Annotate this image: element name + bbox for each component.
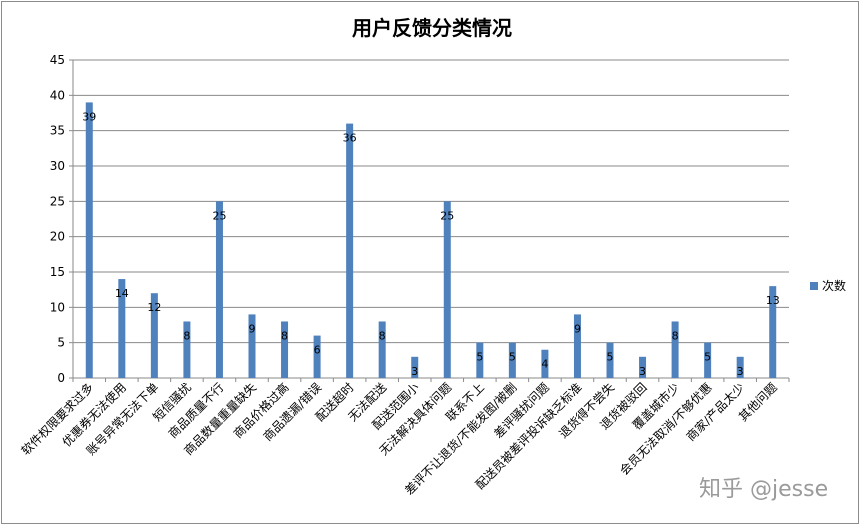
data-label: 36: [343, 132, 357, 145]
y-tick-label: 5: [57, 336, 65, 350]
data-label: 5: [476, 351, 483, 364]
bar: [183, 321, 191, 378]
bar: [541, 349, 549, 378]
data-label: 6: [314, 344, 321, 357]
data-label: 39: [82, 110, 96, 123]
y-tick-label: 45: [50, 53, 65, 67]
data-label: 5: [509, 351, 516, 364]
data-label: 5: [704, 351, 711, 364]
bar: [411, 356, 419, 378]
data-label: 8: [379, 329, 386, 342]
bar: [573, 314, 581, 378]
bar: [248, 314, 256, 378]
data-label: 4: [541, 358, 548, 371]
bar: [736, 356, 744, 378]
data-label: 14: [115, 287, 129, 300]
bar: [215, 201, 223, 378]
bar: [476, 342, 484, 378]
y-tick-label: 10: [50, 300, 65, 314]
bar: [508, 342, 516, 378]
data-label: 25: [440, 209, 454, 222]
legend-label: 次数: [822, 278, 846, 293]
data-label: 9: [249, 322, 256, 335]
bar: [378, 321, 386, 378]
data-label: 12: [147, 301, 161, 314]
y-tick-label: 25: [50, 194, 65, 208]
data-label: 3: [411, 365, 418, 378]
category-labels: 软件权限要求过多优惠券无法使用账号异常无法下单短信骚扰商品质量不行商品数量重量缺…: [19, 380, 780, 498]
bar: [671, 321, 679, 378]
bar: [85, 102, 93, 379]
data-label: 3: [737, 365, 744, 378]
y-tick-label: 40: [50, 88, 65, 102]
bars: [85, 102, 777, 379]
y-tick-label: 15: [50, 265, 65, 279]
legend-swatch: [810, 282, 818, 290]
bar: [769, 286, 777, 378]
data-labels: 39 14 12 8 25 9 8 6 36 8 3 25 5 5 4 9 5 3 8 5 3 13: [82, 110, 779, 377]
y-tick-label: 35: [50, 124, 65, 138]
watermark: 知乎 @jesse: [699, 477, 828, 502]
bar: [639, 356, 647, 378]
data-label: 25: [212, 209, 226, 222]
data-label: 8: [183, 329, 190, 342]
bar: [443, 201, 451, 378]
bar: [313, 335, 321, 378]
bar: [150, 293, 158, 378]
bar: [281, 321, 289, 378]
legend: 次数: [810, 278, 846, 293]
bar: [346, 123, 354, 378]
data-label: 13: [766, 294, 780, 307]
bar: [704, 342, 712, 378]
gridlines: [73, 59, 789, 344]
data-label: 8: [281, 329, 288, 342]
data-label: 8: [672, 329, 679, 342]
data-label: 3: [639, 365, 646, 378]
y-tick-label: 30: [50, 159, 65, 173]
y-tick-label: 20: [50, 230, 65, 244]
data-label: 9: [574, 322, 581, 335]
bar: [118, 279, 126, 378]
data-label: 5: [607, 351, 614, 364]
y-tick-label: 0: [57, 371, 65, 385]
chart-title: 用户反馈分类情况: [352, 16, 512, 40]
bar: [606, 342, 614, 378]
